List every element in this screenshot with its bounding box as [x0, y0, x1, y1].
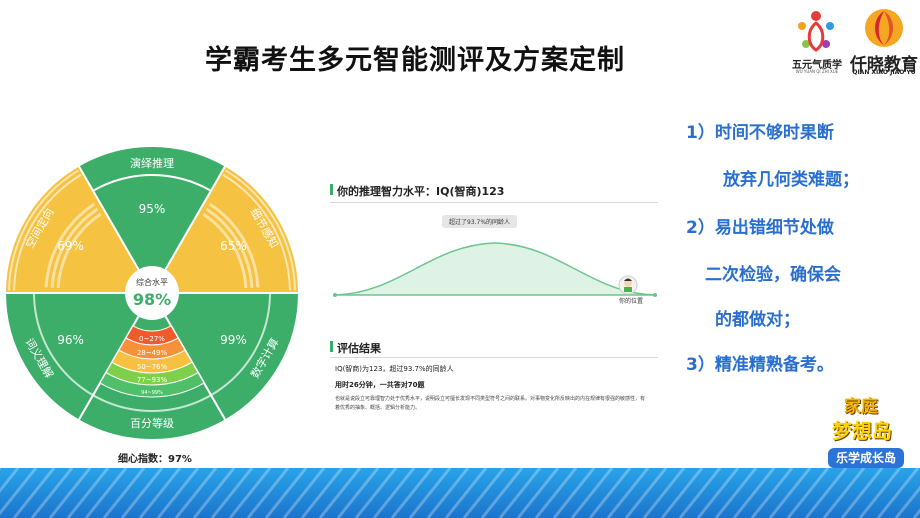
- section-result-title: 评估结果: [337, 342, 381, 355]
- sector-label-0: 演绎推理: [130, 156, 174, 170]
- advice-line: 1）时间不够时果断: [686, 123, 834, 143]
- sector-value-1: 65%: [220, 239, 247, 253]
- advice-line: 的都做对；: [715, 310, 800, 330]
- divider: [330, 357, 658, 358]
- sector-value-4: 96%: [57, 333, 84, 347]
- band-label-0: 0~27%: [139, 335, 165, 343]
- sector-label-3: 百分等级: [130, 416, 174, 430]
- center-circle: [125, 266, 179, 320]
- fine-index: 细心指数：97%: [118, 454, 192, 465]
- avatar-icon: [618, 275, 638, 295]
- curve-area: [335, 243, 655, 295]
- footer-stripe: [0, 468, 920, 518]
- report-card: 你的推理智力水平：IQ(智商)123 超过了93.7%的同龄人 你的位置 评估结…: [330, 175, 660, 420]
- result-iq: IQ(智商)为123，超过93.7%的同龄人: [335, 365, 454, 373]
- sector-0: [77, 145, 227, 295]
- result-description: 也就是说段立可靠理智力处于优秀水平，说明段立可擅长发现不同类型符号之间的联系。对…: [335, 396, 646, 411]
- qianxiao-logo-name: 仟晓教育: [850, 55, 918, 75]
- sector-4: [3, 292, 154, 422]
- curve-line: [334, 242, 656, 296]
- badge-line3: 乐学成长岛: [828, 448, 904, 468]
- qianxiao-logo-icon: [865, 9, 903, 47]
- advice-line: 放弃几何类难题；: [723, 170, 859, 190]
- dream-island-badge: 家庭 梦想岛 乐学成长岛: [822, 392, 910, 478]
- percentile-tag: 超过了93.7%的同龄人: [442, 215, 518, 228]
- section-marker: [330, 184, 333, 195]
- band-label-2: 50~76%: [137, 363, 168, 371]
- top-sector-inner-edge: [92, 174, 212, 192]
- page-title: 学霸考生多元智能测评及方案定制: [205, 45, 625, 76]
- advice-line: 二次检验，确保会: [705, 265, 841, 285]
- baseline-end-dot: [653, 293, 657, 297]
- wuyuan-logo: 五元气质学 WU YUAN QI ZHI XUE: [785, 8, 845, 74]
- qianxiao-logo-sub: QIAN XIAO JIAO YU: [852, 69, 916, 76]
- position-label: 你的位置: [619, 298, 644, 305]
- sector-2: [150, 292, 301, 422]
- sector-5: [3, 164, 154, 294]
- badge-line1: 家庭: [844, 397, 878, 417]
- section-iq-title: 你的推理智力水平：IQ(智商)123: [337, 185, 505, 198]
- percentile-bands: 0~27% 28~49% 50~76% 77~93% 94~99%: [99, 325, 205, 398]
- section-marker: [330, 341, 333, 352]
- sector-1: [150, 164, 301, 294]
- wuyuan-logo-icon: [798, 11, 834, 52]
- center-label: 综合水平: [136, 277, 168, 287]
- sector-value-5: 69%: [57, 239, 84, 253]
- center-value: 98%: [133, 290, 171, 309]
- advice-line: 3）精准精熟备考。: [686, 355, 834, 375]
- advice-line: 2）易出错细节处做: [686, 218, 834, 238]
- wuyuan-logo-sub: WU YUAN QI ZHI XUE: [795, 69, 839, 74]
- band-label-3: 77~93%: [137, 376, 168, 384]
- wuyuan-logo-name: 五元气质学: [792, 60, 842, 71]
- band-label-4: 94~99%: [141, 390, 163, 396]
- baseline-start-dot: [333, 293, 337, 297]
- sector-value-0: 95%: [139, 202, 166, 216]
- divider: [330, 202, 658, 203]
- distribution-curve: [333, 242, 657, 297]
- badge-line2: 梦想岛: [832, 419, 892, 443]
- qianxiao-logo: 仟晓教育 QIAN XIAO JIAO YU: [848, 6, 918, 76]
- percentile-band-4: [99, 371, 205, 398]
- sector-value-2: 99%: [220, 333, 247, 347]
- band-label-1: 28~49%: [137, 349, 168, 357]
- result-time: 用时26分钟，一共答对70题: [335, 381, 425, 389]
